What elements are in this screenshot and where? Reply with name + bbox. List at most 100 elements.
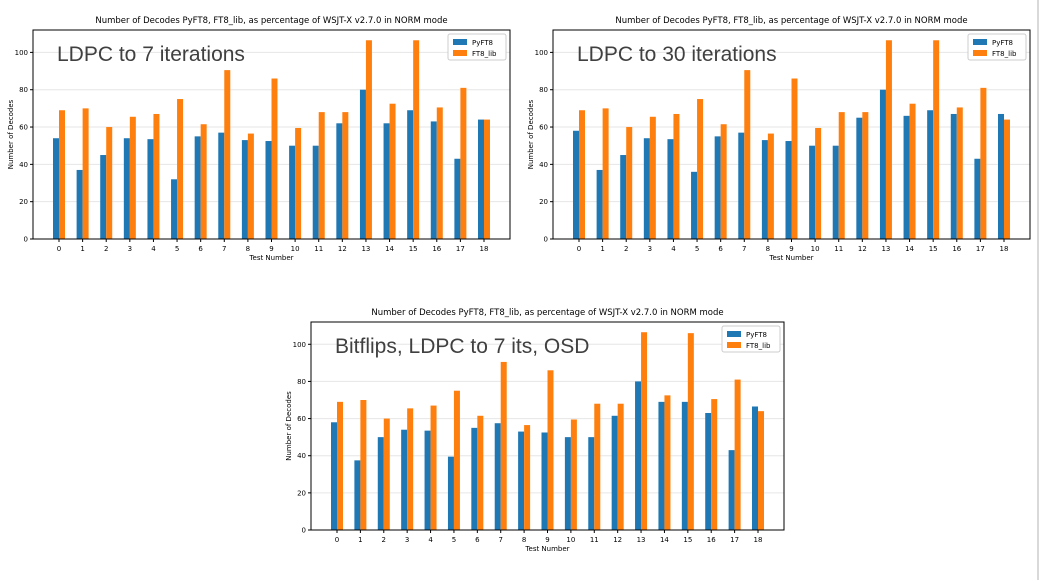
bar-pyft8-14 xyxy=(658,401,665,530)
y-axis-label: Number of Decodes xyxy=(285,391,293,461)
bar-pyft8-5 xyxy=(171,179,178,239)
bar-ft8-lib-7 xyxy=(744,70,751,239)
bar-pyft8-9 xyxy=(785,141,792,239)
chart-title: Number of Decodes PyFT8, FT8_lib, as per… xyxy=(615,16,967,26)
x-tick-label: 9 xyxy=(269,245,273,253)
bar-ft8-lib-11 xyxy=(838,112,845,239)
y-tick-label: 0 xyxy=(302,527,306,535)
bar-ft8-lib-13 xyxy=(365,40,372,239)
bar-ft8-lib-16 xyxy=(436,107,443,240)
bar-pyft8-15 xyxy=(681,401,688,530)
x-tick-label: 11 xyxy=(314,245,323,253)
bar-ft8-lib-2 xyxy=(106,127,113,239)
bar-pyft8-18 xyxy=(478,119,484,239)
bar-ft8-lib-0 xyxy=(579,110,585,239)
annotation-text: Bitflips, LDPC to 7 its, OSD xyxy=(335,335,589,358)
x-tick-label: 5 xyxy=(175,245,179,253)
bar-ft8-lib-18 xyxy=(1004,119,1010,239)
y-tick-label: 40 xyxy=(19,161,28,169)
x-tick-label: 2 xyxy=(624,245,628,253)
bar-ft8-lib-9 xyxy=(271,78,278,240)
y-tick-label: 100 xyxy=(15,49,28,57)
bar-ft8-lib-4 xyxy=(153,113,160,239)
x-tick-label: 7 xyxy=(498,536,502,544)
bar-pyft8-10 xyxy=(289,145,296,239)
bar-pyft8-7 xyxy=(494,423,501,530)
chart-title: Number of Decodes PyFT8, FT8_lib, as per… xyxy=(371,308,723,318)
chart-3: 0 1 2 3 4 5 6 7 8 9 10 11 12 13 14 15 16 17 18020406080100… xyxy=(285,308,785,553)
bar-pyft8-0 xyxy=(53,138,59,239)
bar-pyft8-17 xyxy=(728,450,735,530)
legend-label-ft8-lib: FT8_lib xyxy=(746,342,771,350)
y-tick-label: 20 xyxy=(539,198,548,206)
bar-pyft8-1 xyxy=(596,169,603,239)
bar-ft8-lib-5 xyxy=(453,390,460,530)
y-axis-label: Number of Decodes xyxy=(7,99,15,169)
bar-pyft8-10 xyxy=(809,145,816,239)
bar-ft8-lib-8 xyxy=(767,133,774,239)
x-tick-label: 0 xyxy=(57,245,61,253)
bar-pyft8-12 xyxy=(856,117,863,239)
x-tick-label: 18 xyxy=(480,245,489,253)
bar-ft8-lib-12 xyxy=(862,112,869,239)
bar-pyft8-4 xyxy=(667,139,674,239)
bar-pyft8-17 xyxy=(974,158,981,239)
right-edge-divider xyxy=(1037,0,1039,580)
x-tick-label: 18 xyxy=(1000,245,1009,253)
x-tick-label: 1 xyxy=(358,536,362,544)
chart-2: 0 1 2 3 4 5 6 7 8 9 10 11 12 13 14 15 16 17 18020406080100… xyxy=(527,16,1031,262)
bar-ft8-lib-14 xyxy=(389,103,396,239)
y-tick-label: 40 xyxy=(539,161,548,169)
bar-ft8-lib-6 xyxy=(720,124,727,239)
legend-label-pyft8: PyFT8 xyxy=(472,39,493,47)
bar-pyft8-14 xyxy=(383,123,390,239)
x-tick-label: 13 xyxy=(361,245,370,253)
x-tick-label: 16 xyxy=(952,245,961,253)
x-tick-label: 17 xyxy=(730,536,739,544)
x-tick-label: 13 xyxy=(637,536,646,544)
x-tick-label: 12 xyxy=(338,245,347,253)
bar-pyft8-7 xyxy=(218,132,225,239)
bar-pyft8-6 xyxy=(471,427,478,530)
bar-ft8-lib-0 xyxy=(337,401,343,530)
bar-pyft8-2 xyxy=(100,155,107,239)
legend-swatch-pyft8 xyxy=(973,39,987,45)
y-tick-label: 100 xyxy=(293,341,306,349)
x-tick-label: 1 xyxy=(600,245,604,253)
y-tick-label: 0 xyxy=(544,236,548,244)
bar-pyft8-4 xyxy=(147,139,154,239)
x-tick-label: 11 xyxy=(834,245,843,253)
axes-frame xyxy=(552,29,1031,240)
x-tick-label: 6 xyxy=(718,245,723,253)
legend-label-pyft8: PyFT8 xyxy=(746,331,767,339)
x-tick-label: 12 xyxy=(613,536,622,544)
bar-ft8-lib-17 xyxy=(734,379,741,530)
axes-frame xyxy=(310,321,785,531)
y-tick-label: 60 xyxy=(19,124,28,132)
x-tick-label: 13 xyxy=(881,245,890,253)
bar-ft8-lib-6 xyxy=(477,415,484,530)
bar-ft8-lib-13 xyxy=(641,332,648,530)
y-tick-label: 20 xyxy=(297,489,306,497)
bar-pyft8-16 xyxy=(950,113,957,239)
bar-pyft8-11 xyxy=(832,145,839,239)
legend-label-ft8-lib: FT8_lib xyxy=(992,50,1017,58)
bar-pyft8-5 xyxy=(691,171,698,239)
x-tick-label: 4 xyxy=(671,245,676,253)
bar-ft8-lib-5 xyxy=(177,99,184,239)
bar-ft8-lib-18 xyxy=(484,119,490,239)
bar-ft8-lib-3 xyxy=(129,116,136,239)
axes-frame xyxy=(32,29,511,240)
bar-pyft8-12 xyxy=(611,415,618,530)
x-tick-label: 4 xyxy=(428,536,433,544)
bar-ft8-lib-3 xyxy=(649,116,656,239)
bar-ft8-lib-17 xyxy=(980,87,987,240)
x-tick-label: 16 xyxy=(432,245,441,253)
bar-ft8-lib-6 xyxy=(200,124,207,239)
bar-pyft8-3 xyxy=(123,138,130,239)
bar-pyft8-9 xyxy=(541,432,548,530)
x-axis-label: Test Number xyxy=(768,254,813,262)
x-tick-label: 5 xyxy=(452,536,456,544)
x-tick-label: 9 xyxy=(789,245,793,253)
bar-ft8-lib-16 xyxy=(956,107,963,240)
